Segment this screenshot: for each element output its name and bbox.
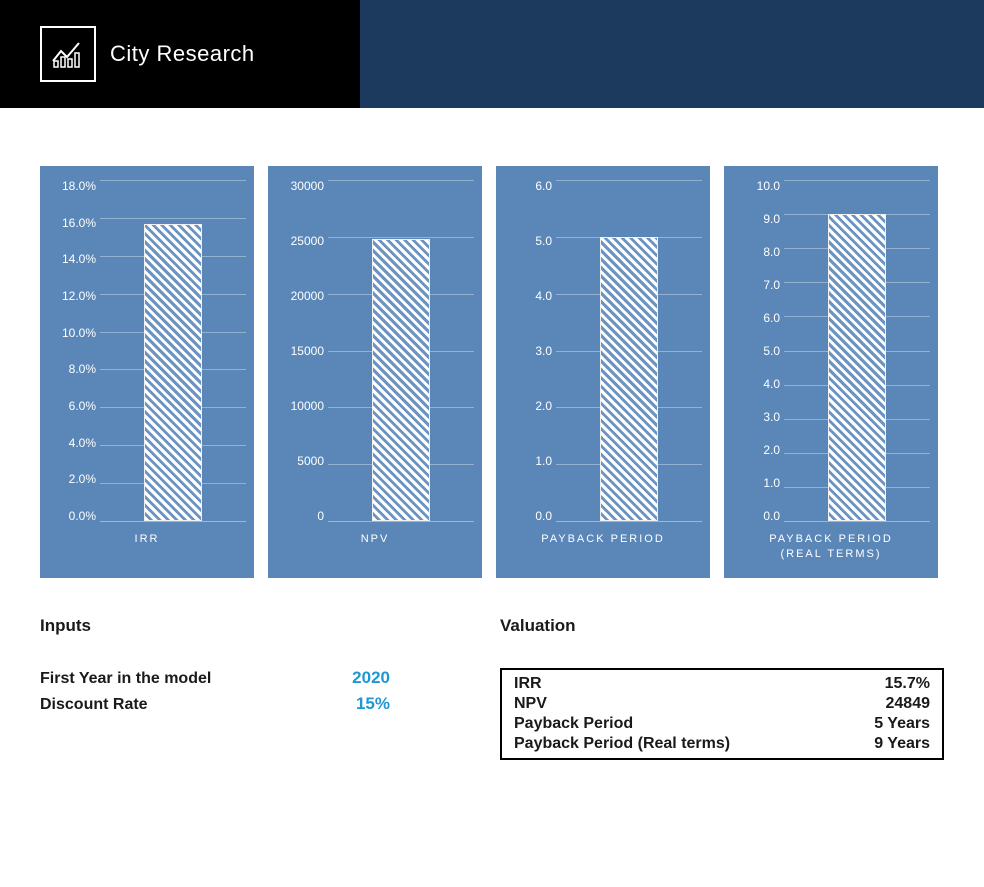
valuation-row: IRR 15.7%	[514, 674, 930, 694]
input-value: 2020	[300, 668, 390, 688]
chart-y-axis: 18.0% 16.0% 14.0% 12.0% 10.0% 8.0% 6.0% 4.0% 2.0…	[48, 180, 100, 522]
chart-y-tick: 4.0%	[69, 437, 96, 449]
bottom-row: Inputs First Year in the model2020Discou…	[0, 578, 984, 760]
valuation-label: Payback Period	[514, 715, 633, 733]
chart-y-tick: 0.0	[763, 510, 780, 522]
chart-y-tick: 6.0	[535, 180, 552, 192]
input-label: Discount Rate	[40, 696, 300, 714]
chart-y-tick: 0.0%	[69, 510, 96, 522]
chart-bar	[600, 237, 658, 521]
chart-x-label: PAYBACK PERIOD	[504, 522, 702, 568]
chart-y-tick: 6.0	[763, 312, 780, 324]
chart-y-tick: 30000	[291, 180, 324, 192]
valuation-label: Payback Period (Real terms)	[514, 735, 730, 753]
header-brand-area: City Research	[0, 0, 360, 108]
chart-y-tick: 6.0%	[69, 400, 96, 412]
chart-bar	[372, 239, 430, 521]
chart-plot	[556, 180, 702, 522]
chart-plot-area: 18.0% 16.0% 14.0% 12.0% 10.0% 8.0% 6.0% 4.0% 2.0…	[48, 180, 246, 522]
chart-y-tick: 9.0	[763, 213, 780, 225]
valuation-label: NPV	[514, 695, 547, 713]
chart-card: 30000 25000 20000 15000 10000 5000 0NPV	[268, 166, 482, 578]
chart-y-tick: 3.0	[763, 411, 780, 423]
chart-bar	[144, 224, 202, 521]
valuation-value: 24849	[886, 695, 931, 713]
chart-plot	[784, 180, 930, 522]
chart-y-tick: 15000	[291, 345, 324, 357]
valuation-value: 9 Years	[874, 735, 930, 753]
chart-x-label: NPV	[276, 522, 474, 568]
input-value: 15%	[300, 694, 390, 714]
charts-row: 18.0% 16.0% 14.0% 12.0% 10.0% 8.0% 6.0% 4.0% 2.0…	[0, 108, 984, 578]
valuation-row: Payback Period (Real terms) 9 Years	[514, 734, 930, 754]
chart-y-tick: 3.0	[535, 345, 552, 357]
chart-gridline	[556, 180, 702, 181]
chart-x-label: IRR	[48, 522, 246, 568]
header: City Research	[0, 0, 984, 108]
chart-y-tick: 14.0%	[62, 253, 96, 265]
chart-y-tick: 7.0	[763, 279, 780, 291]
chart-y-tick: 0	[317, 510, 324, 522]
valuation-row: Payback Period 5 Years	[514, 714, 930, 734]
valuation-value: 5 Years	[874, 715, 930, 733]
chart-y-tick: 5.0	[763, 345, 780, 357]
chart-y-tick: 5000	[297, 455, 324, 467]
chart-card: 18.0% 16.0% 14.0% 12.0% 10.0% 8.0% 6.0% 4.0% 2.0…	[40, 166, 254, 578]
chart-plot-area: 30000 25000 20000 15000 10000 5000 0	[276, 180, 474, 522]
valuation-row: NPV 24849	[514, 694, 930, 714]
brand-name: City Research	[110, 41, 255, 67]
chart-gridline	[100, 218, 246, 219]
input-row: Discount Rate15%	[40, 694, 500, 714]
chart-y-tick: 8.0%	[69, 363, 96, 375]
chart-y-tick: 10.0	[757, 180, 780, 192]
chart-gridline	[784, 180, 930, 181]
header-accent	[360, 0, 984, 108]
chart-y-tick: 2.0	[535, 400, 552, 412]
input-label: First Year in the model	[40, 670, 300, 688]
chart-y-tick: 4.0	[535, 290, 552, 302]
chart-y-tick: 1.0	[535, 455, 552, 467]
chart-y-tick: 8.0	[763, 246, 780, 258]
chart-y-tick: 1.0	[763, 477, 780, 489]
chart-y-axis: 10.0 9.0 8.0 7.0 6.0 5.0 4.0 3.0 2.0 1.0 0.0	[732, 180, 784, 522]
chart-y-tick: 10000	[291, 400, 324, 412]
chart-card: 10.0 9.0 8.0 7.0 6.0 5.0 4.0 3.0 2.0 1.0 0.0PAYBAC…	[724, 166, 938, 578]
chart-plot-area: 10.0 9.0 8.0 7.0 6.0 5.0 4.0 3.0 2.0 1.0 0.0	[732, 180, 930, 522]
chart-gridline	[100, 180, 246, 181]
chart-y-tick: 20000	[291, 290, 324, 302]
chart-bar	[828, 214, 886, 521]
valuation-title: Valuation	[500, 616, 944, 636]
brand-logo-icon	[40, 26, 96, 82]
chart-plot	[328, 180, 474, 522]
chart-plot-area: 6.0 5.0 4.0 3.0 2.0 1.0 0.0	[504, 180, 702, 522]
chart-y-axis: 6.0 5.0 4.0 3.0 2.0 1.0 0.0	[504, 180, 556, 522]
chart-plot	[100, 180, 246, 522]
chart-y-tick: 10.0%	[62, 327, 96, 339]
input-row: First Year in the model2020	[40, 668, 500, 688]
chart-y-tick: 5.0	[535, 235, 552, 247]
chart-y-tick: 2.0%	[69, 473, 96, 485]
chart-x-label: PAYBACK PERIOD (REAL TERMS)	[732, 522, 930, 568]
valuation-value: 15.7%	[885, 675, 930, 693]
chart-y-tick: 25000	[291, 235, 324, 247]
valuation-label: IRR	[514, 675, 542, 693]
chart-y-tick: 4.0	[763, 378, 780, 390]
chart-y-axis: 30000 25000 20000 15000 10000 5000 0	[276, 180, 328, 522]
chart-gridline	[328, 180, 474, 181]
chart-y-tick: 0.0	[535, 510, 552, 522]
chart-y-tick: 2.0	[763, 444, 780, 456]
inputs-title: Inputs	[40, 616, 500, 636]
chart-y-tick: 12.0%	[62, 290, 96, 302]
chart-y-tick: 16.0%	[62, 217, 96, 229]
chart-y-tick: 18.0%	[62, 180, 96, 192]
valuation-table: IRR15.7%NPV24849Payback Period5 YearsPay…	[500, 668, 944, 760]
valuation-section: Valuation IRR15.7%NPV24849Payback Period…	[500, 616, 944, 760]
inputs-section: Inputs First Year in the model2020Discou…	[40, 616, 500, 760]
chart-card: 6.0 5.0 4.0 3.0 2.0 1.0 0.0PAYBACK PERIOD	[496, 166, 710, 578]
